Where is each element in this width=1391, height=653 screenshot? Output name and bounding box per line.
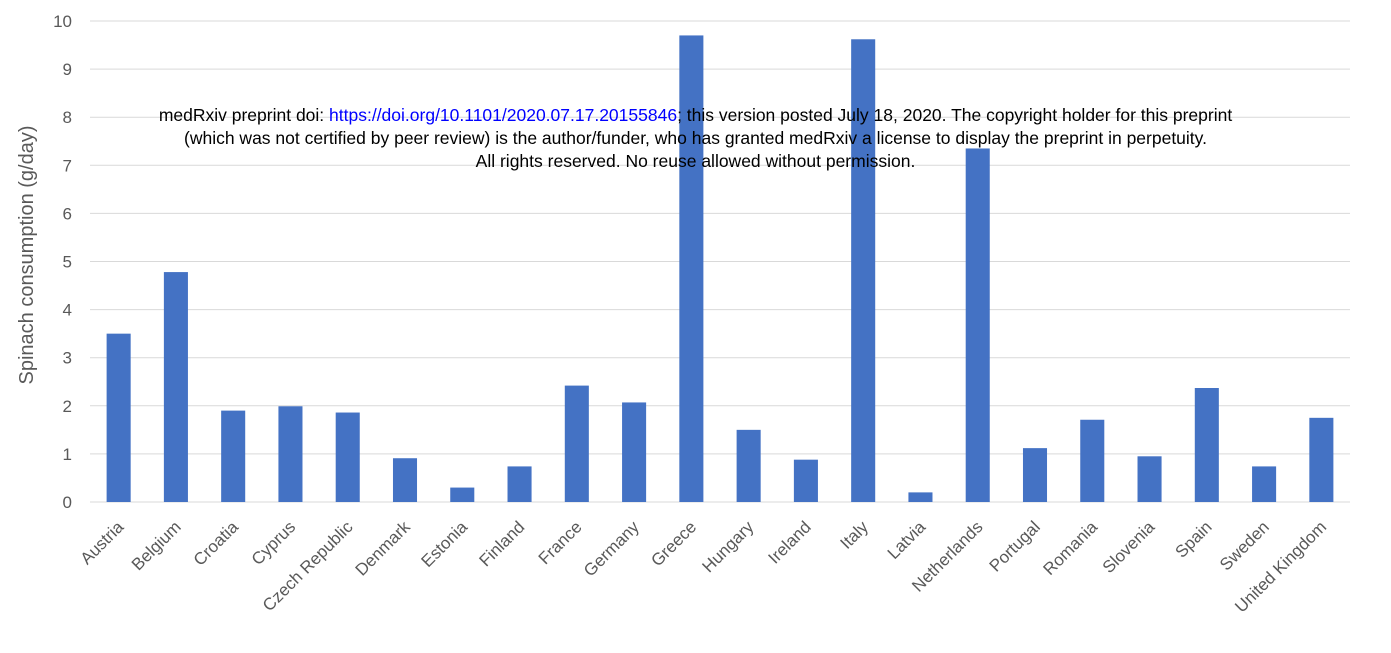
x-tick-label: Ireland: [765, 517, 815, 567]
bar-france: [564, 385, 589, 502]
x-tick-label: Sweden: [1216, 517, 1273, 574]
preprint-notice: medRxiv preprint doi: https://doi.org/10…: [0, 104, 1391, 173]
bar-united-kingdom: [1309, 417, 1334, 502]
y-tick-label: 8: [63, 108, 72, 127]
doi-link[interactable]: https://doi.org/10.1101/2020.07.17.20155…: [329, 105, 678, 125]
y-tick-label: 4: [63, 301, 72, 320]
x-tick-label: Austria: [77, 517, 128, 568]
x-tick-label: Estonia: [418, 517, 472, 571]
bar-ireland: [793, 459, 818, 502]
bar-netherlands: [965, 148, 990, 502]
y-tick-labels: 0 1 2 3 4 5 6 7 8 9 10: [53, 12, 72, 512]
x-tick-label: Cyprus: [248, 517, 300, 569]
x-tick-label: Greece: [647, 517, 700, 570]
bar-greece: [679, 35, 704, 503]
x-tick-label: Finland: [476, 517, 529, 570]
bar-croatia: [221, 410, 246, 502]
x-tick-label: Slovenia: [1099, 517, 1159, 577]
bar-latvia: [908, 492, 933, 502]
y-tick-label: 6: [63, 204, 72, 223]
y-tick-label: 3: [63, 349, 72, 368]
y-tick-label: 9: [63, 60, 72, 79]
y-tick-label: 5: [63, 253, 72, 272]
bar-hungary: [736, 429, 761, 502]
bar-spain: [1194, 388, 1219, 502]
x-tick-label: Belgium: [128, 517, 185, 574]
bar-slovenia: [1137, 456, 1162, 502]
x-tick-label: Spain: [1171, 517, 1215, 561]
y-tick-label: 2: [63, 397, 72, 416]
notice-line-3: All rights reserved. No reuse allowed wi…: [475, 151, 916, 171]
bar-romania: [1080, 419, 1105, 502]
bar-germany: [622, 402, 647, 502]
bar-italy: [851, 39, 876, 502]
bar-estonia: [450, 487, 475, 502]
bars: [106, 35, 1334, 503]
x-tick-label: Denmark: [352, 517, 415, 580]
bar-sweden: [1252, 466, 1277, 502]
bar-portugal: [1022, 448, 1048, 502]
bar-belgium: [163, 272, 188, 502]
bar-czech-republic: [335, 412, 360, 502]
bar-austria: [106, 333, 131, 502]
notice-line-1: medRxiv preprint doi: https://doi.org/10…: [0, 104, 1391, 127]
notice-line-2: (which was not certified by peer review)…: [184, 128, 1207, 148]
y-tick-label: 10: [53, 12, 72, 31]
x-tick-label: France: [535, 517, 586, 568]
x-tick-label: Portugal: [986, 517, 1044, 575]
x-tick-label: Latvia: [884, 517, 930, 563]
y-axis-label: Spinach consumption (g/day): [16, 125, 38, 384]
bar-finland: [507, 466, 532, 502]
notice-doi-suffix: ; this version posted July 18, 2020. The…: [677, 105, 1233, 125]
y-tick-label: 7: [63, 156, 72, 175]
bar-denmark: [392, 458, 418, 502]
x-tick-label: Hungary: [699, 517, 758, 576]
y-tick-label: 0: [63, 493, 72, 512]
notice-doi-prefix: medRxiv preprint doi:: [158, 105, 330, 125]
x-tick-label: Croatia: [190, 517, 243, 570]
x-tick-label: Italy: [837, 517, 873, 553]
y-tick-label: 1: [63, 445, 72, 464]
bar-cyprus: [278, 406, 303, 502]
x-tick-label: Germany: [580, 517, 643, 580]
x-tick-label: Romania: [1040, 517, 1102, 579]
